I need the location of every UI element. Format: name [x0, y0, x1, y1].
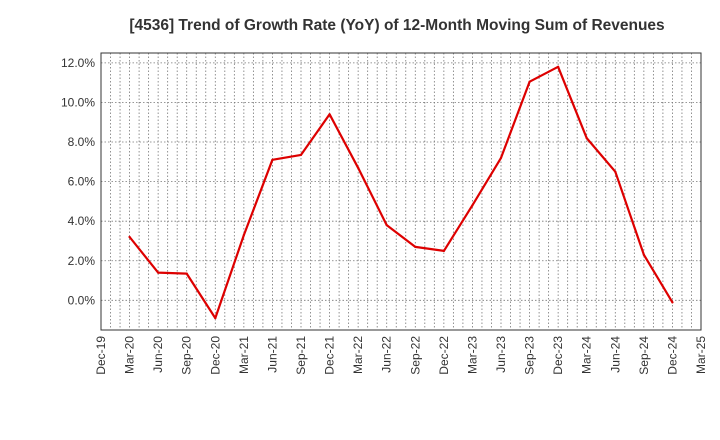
y-tick-label: 2.0%: [68, 254, 96, 268]
x-tick-label: Mar-21: [237, 336, 251, 374]
data-point: [642, 253, 645, 256]
x-tick-label: Jun-20: [151, 336, 165, 373]
x-tick-label: Sep-21: [294, 336, 308, 375]
x-tick-label: Jun-21: [265, 336, 279, 373]
data-point: [185, 272, 188, 275]
x-tick-label: Sep-22: [408, 336, 422, 375]
x-tick-label: Jun-23: [494, 336, 508, 373]
data-point: [214, 317, 217, 320]
data-point: [585, 136, 588, 140]
data-point: [385, 224, 388, 227]
data-point: [128, 235, 131, 239]
data-point: [471, 204, 474, 207]
x-tick-label: Mar-22: [351, 336, 365, 374]
x-tick-label: Dec-20: [208, 336, 222, 375]
x-tick-label: Mar-24: [580, 336, 594, 374]
x-tick-label: Dec-24: [665, 336, 679, 375]
data-point: [242, 233, 245, 237]
x-tick-label: Dec-22: [437, 336, 451, 375]
x-tick-label: Mar-23: [465, 336, 479, 374]
x-tick-label: Dec-23: [551, 336, 565, 375]
data-point: [528, 80, 531, 83]
data-point: [414, 245, 417, 248]
chart-title: [4536] Trend of Growth Rate (YoY) of 12-…: [129, 17, 664, 34]
data-point: [614, 170, 617, 173]
y-tick-label: 10.0%: [61, 95, 95, 109]
series-layer: [128, 65, 674, 320]
data-point: [157, 271, 160, 274]
x-axis-ticks: Dec-19 Mar-20 Jun-20 Sep-20 Dec-20 Mar-21 Jun-…: [94, 336, 708, 375]
grid-lines: [101, 53, 701, 330]
data-point: [357, 166, 360, 169]
data-point: [299, 153, 303, 156]
y-tick-label: 8.0%: [68, 135, 96, 149]
data-point: [271, 158, 274, 161]
x-tick-label: Sep-24: [637, 336, 651, 375]
data-point: [557, 65, 560, 68]
y-tick-label: 12.0%: [61, 56, 95, 70]
x-tick-label: Dec-21: [323, 336, 337, 375]
x-tick-label: Jun-22: [380, 336, 394, 373]
x-tick-label: Sep-20: [180, 336, 194, 375]
x-tick-label: Sep-23: [523, 336, 537, 375]
data-point: [328, 113, 331, 116]
data-point: [442, 249, 445, 252]
data-point: [671, 301, 674, 304]
y-tick-label: 4.0%: [68, 214, 96, 228]
y-tick-label: 6.0%: [68, 175, 96, 189]
series-line: [128, 65, 674, 320]
x-tick-label: Mar-25: [694, 336, 708, 374]
y-axis-ticks: 12.0% 10.0% 8.0% 6.0% 4.0% 2.0% 0.0%: [61, 56, 95, 307]
plot-area-frame: [100, 52, 702, 331]
x-tick-label: Mar-20: [123, 336, 137, 374]
x-tick-label: Jun-24: [608, 336, 622, 373]
x-tick-label: Dec-19: [94, 336, 108, 375]
data-point: [499, 156, 503, 159]
y-tick-label: 0.0%: [68, 293, 96, 307]
